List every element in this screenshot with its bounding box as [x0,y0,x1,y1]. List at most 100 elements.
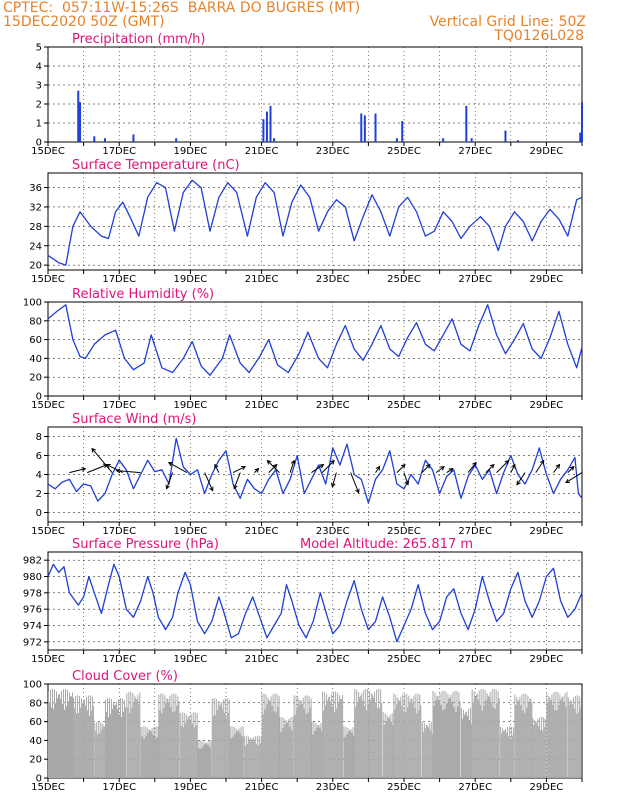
panel-title: Surface Pressure (hPa) [72,537,219,552]
cloud-bar [194,712,196,778]
cloud-bar [252,737,254,778]
x-tick-label: 17DEC [102,400,136,411]
cloud-bar [489,692,491,778]
cloud-bar [442,710,444,778]
wind-arrow-head [511,463,516,469]
wind-arrow [69,468,86,474]
cloud-bar [553,692,555,778]
cloud-bar [185,714,187,778]
wind-arrow [311,464,324,474]
cloud-bar [312,734,314,778]
wind-arrow [375,466,380,473]
y-tick-label: 40 [29,736,42,747]
cloud-bar [351,732,353,778]
cloud-bar [260,736,262,778]
x-tick-label: 21DEC [245,400,279,411]
cloud-bar [381,702,383,778]
cloud-bar [121,698,123,778]
cloud-bar [382,712,384,778]
cloud-bar [326,694,328,778]
cloud-bar [164,695,166,778]
bar [132,134,135,142]
cloud-bar [82,701,84,778]
wind-arrow [510,464,516,473]
cloud-bar [235,728,237,778]
cloud-bar [186,719,188,778]
bar [470,138,473,142]
cloud-bar [54,689,55,778]
x-tick-label: 19DEC [174,782,208,793]
cloud-bar [413,695,415,778]
cloud-bar [139,692,141,778]
cloud-bar [321,731,323,778]
x-tick-label: 15DEC [31,654,65,665]
wind-arrow [350,472,360,493]
cloud-bar [263,693,265,778]
cloud-bar [577,712,579,778]
wind-arrow-head [105,463,111,469]
y-tick-label: 982 [23,556,42,567]
x-tick-label: 23DEC [316,400,350,411]
bar [77,90,80,142]
x-tick-label: 23DEC [316,274,350,285]
wind-arrow-head [448,468,454,473]
y-tick-label: 3 [36,81,42,92]
y-tick-label: 100 [23,680,42,691]
y-tick-label: 8 [36,432,42,443]
cloud-bar [437,696,439,778]
cloud-bar [284,724,286,778]
cloud-bar [271,705,273,778]
x-tick-label: 19DEC [174,146,208,157]
x-tick-label: 19DEC [174,654,208,665]
cloud-bar [158,694,160,778]
cloud-bar [243,735,245,778]
cloud-bar [203,741,205,778]
cloud-bar [360,695,362,778]
bar [363,115,366,142]
cloud-bar [220,702,222,778]
cloud-bar [538,725,540,778]
wind-arrow [214,464,220,473]
wind-arrow-head [233,484,238,490]
cloud-bar [97,734,99,778]
cloud-bar [574,695,576,778]
cloud-bar [564,693,566,778]
wind-arrow [168,462,188,474]
cloud-bar [109,713,111,778]
cloud-bar [409,702,411,778]
cloud-bar [517,700,519,778]
cloud-bar [368,704,370,778]
cloud-bar [337,692,339,778]
cloud-bar [286,721,288,778]
cloud-bar [59,693,60,778]
cloud-bar [379,708,381,778]
cloud-bar [64,709,65,778]
cloud-bar [228,699,230,778]
cloud-bar [492,707,494,778]
wind-arrow [553,464,560,473]
cloud-bar [570,700,572,778]
cloud-bar [421,721,423,778]
cloud-bar [112,701,114,778]
cloud-bar [397,697,399,778]
cloud-bar [537,719,539,778]
cloud-bar [415,693,417,778]
cloud-bar [487,695,489,778]
cloud-bar [518,700,520,778]
bar [360,113,363,142]
cloud-bar [101,729,103,778]
cloud-bar [443,690,445,778]
cloud-bar [113,704,115,778]
cloud-bar [145,735,147,778]
cloud-bar [410,698,412,778]
cloud-bar [318,725,320,778]
cloud-bar [303,708,305,778]
wind-arrow-head [516,480,521,486]
wind-arrow [321,460,335,473]
cloud-bar [103,726,105,778]
cloud-bar [277,707,279,778]
x-tick-label: 25DEC [387,526,421,537]
cloud-bar [104,699,106,778]
cloud-bar [444,708,446,778]
panel-5: 972 974 976 978 980 982 15DEC 17DEC 19DEC 21DEC 23… [23,537,583,665]
